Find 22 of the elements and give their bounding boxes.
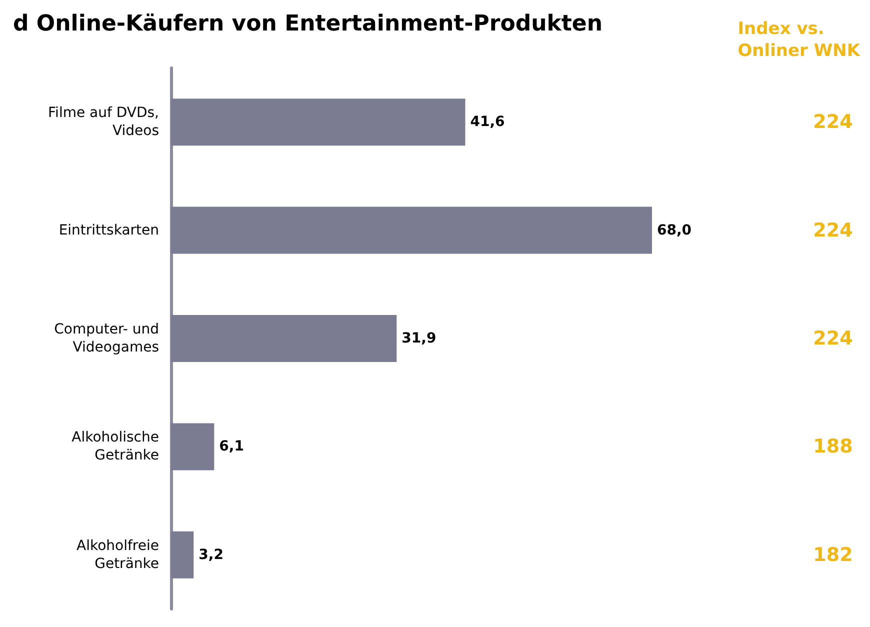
- text: 224: [813, 328, 853, 350]
- bar: [171, 423, 214, 470]
- data-label: 6,1: [219, 438, 244, 455]
- bar: [171, 531, 194, 578]
- data-label: 31,9: [402, 330, 436, 346]
- text: 182: [813, 544, 853, 566]
- text: 188: [813, 436, 853, 458]
- y-tick-label: Filme auf DVDs, Videos: [48, 105, 159, 140]
- data-label: 3,2: [198, 546, 224, 563]
- data-label: 68,0: [657, 222, 692, 238]
- bar: [171, 206, 652, 254]
- text: 224: [813, 219, 853, 242]
- y-tick-label: Alkoholfreie Getränke: [76, 538, 159, 572]
- bar: [171, 315, 397, 362]
- chart-title: d Online-Käufern von Entertainment-Produkten: [13, 12, 602, 36]
- y-tick-label: Computer- und Videogames: [54, 322, 159, 356]
- bar: [171, 98, 466, 146]
- text: 224: [813, 111, 853, 134]
- text: Index vs. Onliner WNK: [738, 19, 861, 61]
- data-label: 41,6: [470, 114, 505, 130]
- y-tick-label: Eintrittskarten: [58, 222, 159, 238]
- y-tick-label: Alkoholische Getränke: [72, 430, 159, 464]
